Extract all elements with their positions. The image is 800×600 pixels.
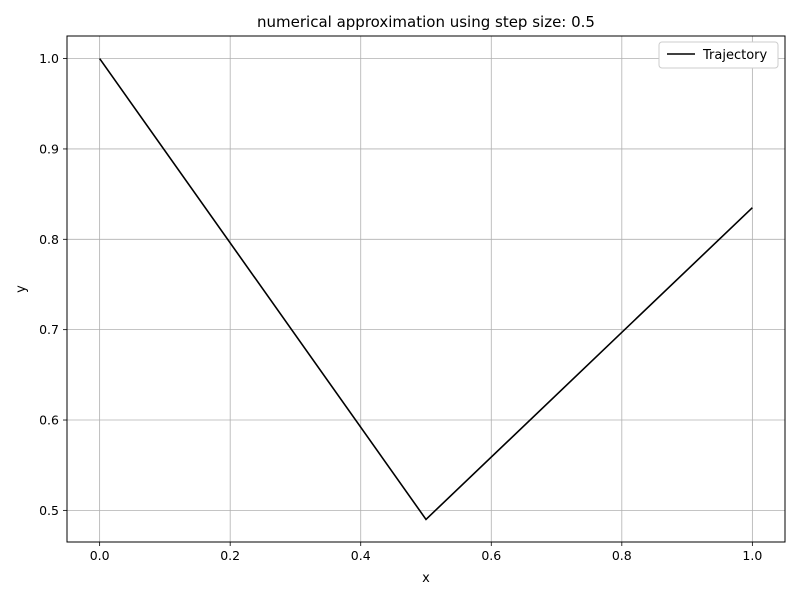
series-line-trajectory — [98, 58, 753, 521]
y-axis-label: y — [14, 285, 29, 293]
chart-title: numerical approximation using step size:… — [257, 13, 595, 31]
y-tick-label: 0.6 — [39, 413, 59, 428]
y-tick-label: 1.0 — [39, 51, 59, 66]
x-tick-label: 1.0 — [742, 548, 762, 563]
x-tick-label: 0.6 — [481, 548, 501, 563]
x-tick-label: 0.2 — [220, 548, 240, 563]
y-axis-ticks: 0.5 0.6 0.7 0.8 0.9 1.0 — [39, 51, 67, 518]
legend-box — [658, 41, 779, 69]
x-axis-label: x — [422, 571, 430, 586]
x-tick-label: 0.0 — [90, 548, 110, 563]
legend: Trajectory — [658, 41, 779, 69]
series-layer — [98, 58, 753, 521]
plot-frame — [66, 35, 786, 543]
y-tick-label: 0.5 — [39, 503, 59, 518]
x-axis-ticks: 0.0 0.2 0.4 0.6 0.8 1.0 — [90, 542, 762, 563]
y-tick-label: 0.9 — [39, 141, 59, 156]
legend-label-trajectory: Trajectory — [702, 48, 767, 63]
y-tick-label: 0.8 — [39, 232, 59, 247]
y-tick-label: 0.7 — [39, 322, 59, 337]
x-tick-label: 0.8 — [612, 548, 632, 563]
x-tick-label: 0.4 — [351, 548, 371, 563]
grid-lines — [67, 36, 785, 542]
